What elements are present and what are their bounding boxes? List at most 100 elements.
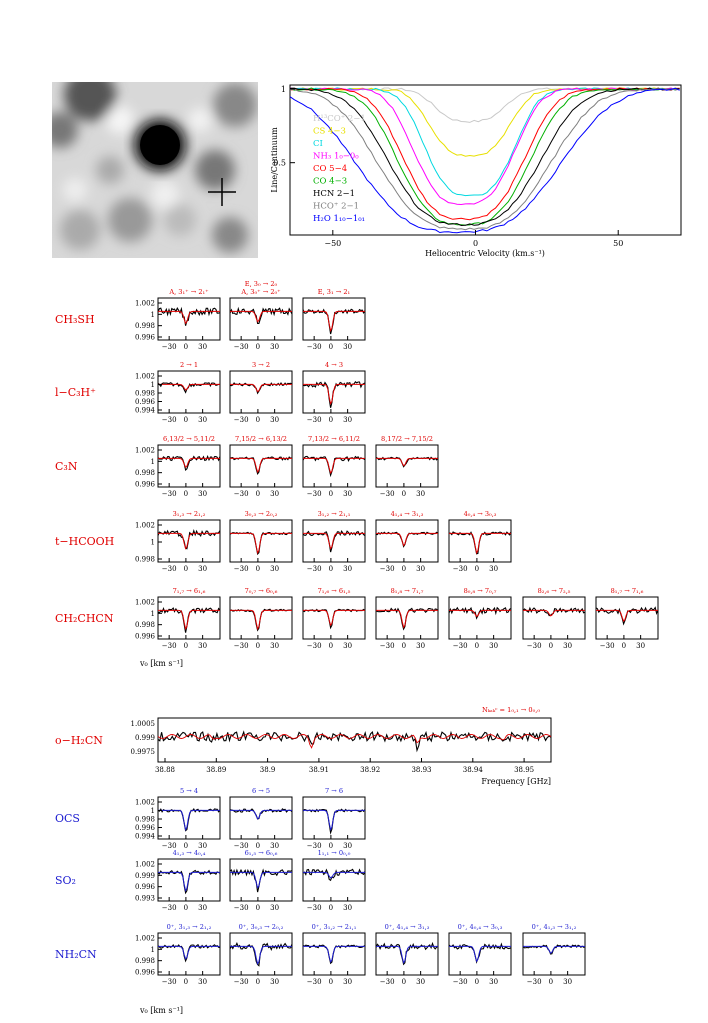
y-tick-label: 0.996: [135, 824, 156, 832]
velocity-ticks: −50 0 50 1 0.5: [273, 85, 623, 248]
y-tick-label: 0.998: [135, 390, 155, 398]
panel-title: 5 → 4: [180, 787, 198, 795]
velocity-label-1: v₀ [km s⁻¹]: [139, 659, 183, 668]
x-tick-label: 30: [636, 642, 645, 650]
x-tick-label: −30: [527, 978, 542, 986]
y-tick-label-0: 1: [281, 85, 286, 94]
x-tick-label: 30: [270, 490, 279, 498]
legend-entry-1: CS 4−3: [313, 127, 346, 137]
spectrum-data: [302, 868, 366, 882]
panel-frame: [302, 932, 366, 976]
spectrum-model: [230, 609, 292, 631]
y-tick-label: 0.994: [135, 407, 156, 415]
spectrum-model: [303, 383, 365, 406]
x-tick-label: 30: [563, 978, 572, 986]
panel-title: 3₁,₃ → 2₁,₂: [173, 510, 206, 518]
x-tick-label: −30: [234, 565, 249, 573]
spectrum-model: [303, 809, 365, 831]
x-tick-label: −30: [234, 416, 249, 424]
x-tick-label: 30: [198, 904, 207, 912]
panel-frame: [157, 796, 221, 840]
spectrum-model: [158, 871, 220, 893]
y-tick-label: 0.999: [135, 734, 155, 742]
x-tick-label: 0: [549, 642, 553, 650]
x-tick-label: 30: [198, 978, 207, 986]
x-tick-label: 0: [256, 416, 260, 424]
velocity-plot: −50 0 50 1 0.5 Line/Continuum Heliocentric V…: [270, 84, 682, 258]
x-tick-label: 0: [329, 642, 333, 650]
panel-frame: [375, 932, 439, 976]
x-tick-label: 30: [270, 904, 279, 912]
molecule-label-0: CH₃SH: [55, 313, 95, 326]
x-tick-label: −30: [307, 565, 322, 573]
x-tick-label: −30: [162, 642, 177, 650]
panel-frame: [375, 519, 439, 563]
y-tick-label: 0.998: [135, 556, 155, 564]
spectrum-model: [158, 532, 220, 550]
x-tick-label: 30: [343, 904, 352, 912]
spectrum-data: [302, 944, 366, 965]
x-tick-label: 0: [256, 343, 260, 351]
x-tick-label: −30: [380, 978, 395, 986]
y-tick-label-1: 0.5: [273, 159, 286, 168]
spectrum-data: [449, 531, 512, 555]
spectrum-model: [303, 532, 365, 550]
molecule-label-2: C₃N: [55, 460, 78, 473]
legend-entry-3: NH₃ 1₀−0₀: [313, 152, 359, 162]
y-tick-label: 1: [151, 458, 155, 466]
x-tick-label: −30: [162, 565, 177, 573]
x-tick-label: −30: [162, 343, 177, 351]
x-tick-label: 0: [256, 565, 260, 573]
spectrum-model: [303, 871, 365, 879]
panel-frame: [229, 596, 293, 640]
panel-title: 8₀,₈ → 7₀,₇: [464, 587, 497, 595]
y-tick-label: 0.996: [135, 969, 156, 977]
x-tick-label: −30: [453, 642, 468, 650]
panel-title: 0⁺, 4₁,₄ → 3₁,₃: [385, 923, 430, 931]
panel-title: 8,17/2 → 7,15/2: [381, 435, 433, 443]
spectrum-model: [158, 383, 220, 391]
x-tick-label: −30: [307, 978, 322, 986]
spectrum-data: [229, 608, 293, 632]
x-tick-label: 0: [184, 642, 188, 650]
spectrum-data: [157, 808, 221, 832]
panel-title: 4₀,₄ → 3₀,₃: [464, 510, 497, 518]
x-tick-label: 30: [270, 343, 279, 351]
panel-frame: [302, 796, 366, 840]
y-tick-label: 0.9975: [131, 748, 156, 756]
x-tick-label: −30: [162, 490, 177, 498]
panel-title: 0⁺, 3₁,₂ → 2₁,₁: [312, 923, 357, 931]
x-tick-label: −30: [234, 904, 249, 912]
panel-frame: [229, 932, 293, 976]
y-tick-label: 1: [151, 807, 155, 815]
x-tick-label: 30: [198, 416, 207, 424]
x-tick-label: −30: [234, 642, 249, 650]
panel-frame: [375, 596, 439, 640]
panel-title: Nₖₐₖᶜ = 1₀,₁ → 0₀,₀: [482, 706, 540, 714]
panel-title: 1₁,₁ → 0₀,₀: [318, 849, 351, 857]
spectrum-model: [449, 945, 511, 963]
spectrum-model: [230, 871, 292, 889]
panel-title: 6,13/2 → 5,11/2: [163, 435, 215, 443]
panel-frame: [522, 596, 586, 640]
panel-frame: [595, 596, 659, 640]
spectrum-model: [230, 532, 292, 555]
velocity-legend: H¹³CO⁺ 2−1 CS 4−3 CI NH₃ 1₀−0₀ CO 5−4 CO 4−3 H…: [313, 114, 366, 224]
x-tick-label: 30: [489, 642, 498, 650]
x-tick-label: 0: [184, 490, 188, 498]
spectrum-model: [230, 457, 292, 474]
x-tick-label: 0: [402, 642, 406, 650]
spectrum-model: [230, 809, 292, 820]
y-tick-label: 1.002: [135, 935, 155, 943]
spectrum-data: [157, 869, 221, 895]
y-tick-label: 1.002: [135, 373, 155, 381]
spectrum-model: [376, 945, 438, 965]
panel-frame: [157, 858, 221, 902]
spectrum-data: [302, 381, 366, 408]
x-tick-label: −30: [162, 904, 177, 912]
spectrum-data: [157, 606, 221, 633]
x-tick-label: 30: [343, 842, 352, 850]
x-tick-label: 0: [622, 642, 626, 650]
panel-frame: [157, 370, 221, 414]
spectrum-model: [523, 945, 585, 954]
